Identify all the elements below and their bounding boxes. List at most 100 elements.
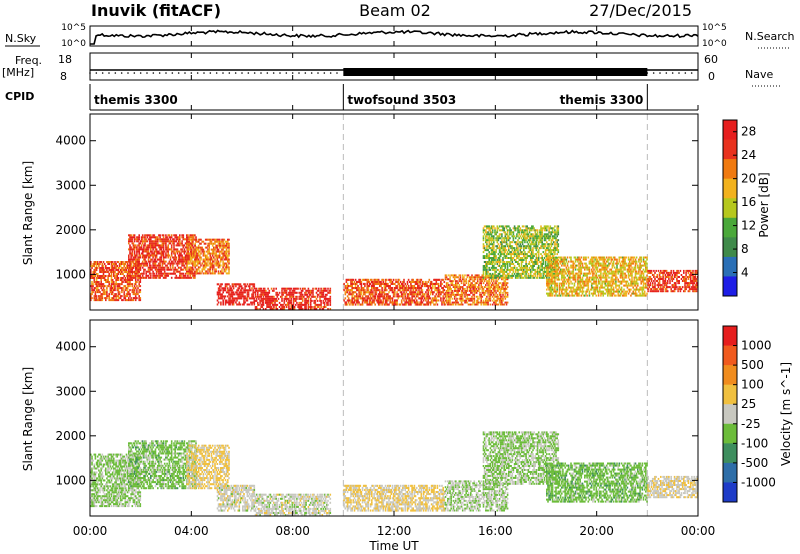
scatter-cell bbox=[528, 235, 531, 238]
scatter-cell bbox=[102, 287, 105, 290]
scatter-cell bbox=[106, 295, 108, 298]
scatter-cell bbox=[99, 263, 101, 265]
scatter-cell bbox=[483, 229, 486, 232]
scatter-cell bbox=[494, 227, 496, 230]
scatter-cell bbox=[133, 254, 136, 257]
scatter-cell bbox=[495, 266, 497, 269]
scatter-cell bbox=[506, 229, 509, 232]
scatter-cell bbox=[478, 284, 480, 286]
scatter-cell bbox=[113, 269, 115, 271]
scatter-cell bbox=[372, 285, 374, 288]
scatter-cell bbox=[169, 236, 172, 239]
scatter-cell bbox=[189, 250, 192, 253]
scatter-cell bbox=[457, 276, 459, 279]
scatter-cell bbox=[290, 308, 292, 310]
scatter-cell bbox=[179, 260, 181, 263]
scatter-cell bbox=[145, 260, 147, 263]
scatter-cell bbox=[345, 280, 348, 283]
scatter-cell bbox=[211, 250, 214, 253]
scatter-cell bbox=[153, 276, 156, 279]
scatter-cell bbox=[299, 297, 302, 300]
scatter-cell bbox=[464, 288, 466, 290]
scatter-cell bbox=[395, 301, 397, 304]
scatter-cell bbox=[443, 303, 446, 306]
scatter-cell bbox=[117, 299, 120, 302]
scatter-cell bbox=[497, 288, 500, 290]
scatter-cell bbox=[179, 256, 181, 259]
scatter-cell bbox=[540, 261, 542, 263]
scatter-cell bbox=[146, 252, 149, 255]
scatter-cell bbox=[131, 236, 134, 239]
scatter-cell bbox=[95, 281, 98, 283]
scatter-cell bbox=[305, 291, 307, 294]
scatter-cell bbox=[447, 295, 449, 298]
scatter-cell bbox=[191, 238, 194, 241]
scatter-cell bbox=[138, 264, 140, 267]
scatter-cell bbox=[209, 272, 212, 275]
scatter-cell bbox=[486, 266, 488, 269]
scatter-cell bbox=[326, 303, 328, 306]
scatter-cell bbox=[215, 250, 217, 253]
scatter-cell bbox=[133, 264, 136, 267]
scatter-cell bbox=[116, 285, 119, 288]
scatter-cell bbox=[132, 234, 135, 237]
scatter-cell bbox=[351, 297, 353, 300]
scatter-cell bbox=[215, 240, 217, 243]
scatter-cell bbox=[437, 282, 440, 285]
scatter-cell bbox=[217, 266, 220, 269]
scatter-cell bbox=[415, 295, 418, 298]
scatter-cell bbox=[102, 293, 105, 296]
scatter-cell bbox=[489, 299, 492, 302]
scatter-cell bbox=[517, 272, 519, 275]
scatter-cell bbox=[210, 242, 213, 245]
scatter-cell bbox=[136, 265, 138, 267]
scatter-cell bbox=[150, 272, 152, 275]
scatter-cell bbox=[277, 293, 280, 296]
scatter-cell bbox=[521, 251, 524, 254]
scatter-cell bbox=[497, 265, 500, 267]
scatter-cell bbox=[159, 240, 161, 243]
scatter-cell bbox=[233, 283, 236, 286]
scatter-cell bbox=[491, 259, 494, 261]
scatter-cell bbox=[311, 289, 313, 292]
scatter-cell bbox=[111, 263, 114, 265]
scatter-cell bbox=[506, 265, 509, 267]
scatter-cell bbox=[467, 280, 470, 283]
scatter-cell bbox=[496, 229, 499, 232]
scatter-cell bbox=[268, 306, 271, 308]
scatter-cell bbox=[444, 286, 447, 288]
scatter-cell bbox=[351, 285, 353, 288]
scatter-cell bbox=[218, 272, 221, 275]
scatter-cell bbox=[93, 261, 96, 263]
scatter-cell bbox=[353, 299, 356, 302]
scatter-cell bbox=[157, 252, 159, 255]
scatter-cell bbox=[499, 229, 502, 232]
scatter-cell bbox=[141, 254, 144, 257]
scatter-cell bbox=[221, 250, 223, 253]
scatter-cell bbox=[253, 285, 256, 288]
scatter-cell bbox=[344, 291, 347, 294]
scatter-cell bbox=[547, 261, 549, 263]
scatter-cell bbox=[207, 272, 209, 275]
scatter-cell bbox=[493, 255, 495, 258]
scatter-cell bbox=[201, 250, 203, 253]
scatter-cell bbox=[385, 278, 388, 281]
scatter-cell bbox=[170, 246, 173, 249]
scatter-cell bbox=[501, 253, 503, 256]
scatter-cell bbox=[301, 287, 304, 290]
scatter-cell bbox=[442, 278, 444, 281]
scatter-cell bbox=[344, 303, 347, 306]
scatter-cell bbox=[476, 276, 479, 279]
scatter-cell bbox=[417, 287, 419, 290]
scatter-cell bbox=[134, 279, 137, 281]
scatter-cell bbox=[407, 297, 410, 300]
scatter-cell bbox=[329, 303, 332, 306]
scatter-cell bbox=[179, 240, 181, 243]
scatter-cell bbox=[329, 289, 332, 292]
scatter-cell bbox=[145, 246, 147, 249]
scatter-cell bbox=[488, 278, 490, 281]
scatter-cell bbox=[275, 303, 277, 306]
scatter-cell bbox=[98, 275, 100, 277]
scatter-cell bbox=[259, 308, 261, 310]
scatter-cell bbox=[221, 240, 223, 243]
